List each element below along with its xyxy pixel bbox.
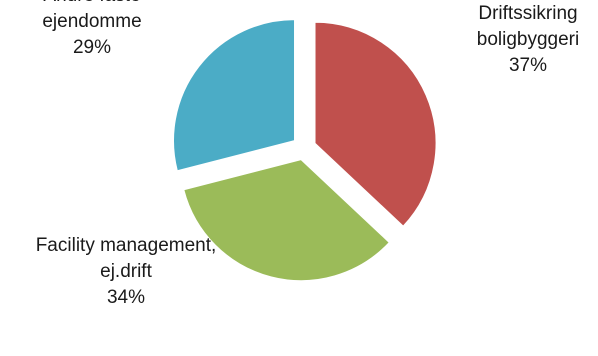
pie-slice (173, 19, 296, 172)
pie-slice-category: ejendomme (42, 11, 141, 32)
pie-slice-category: ej.drift (100, 261, 152, 282)
pie-slice (314, 21, 437, 227)
pie-slice (183, 159, 390, 282)
pie-slice-value: 34% (107, 287, 145, 308)
pie-data-labels: Driftssikring boligbyggeri 37% Facility man… (36, 0, 580, 308)
pie-slice-value: 29% (73, 37, 111, 58)
pie-slice-category: boligbyggeri (477, 29, 579, 50)
pie-slice-label: Driftssikring boligbyggeri 37% (477, 3, 579, 76)
pie-slice-label: Andre faste ejendomme 29% (42, 0, 141, 58)
pie-slice-category: Facility management, (36, 235, 217, 256)
pie-slice-category: Driftssikring (478, 3, 577, 24)
pie-slice-category: Andre faste (43, 0, 140, 6)
pie-slice-label: Facility management, ej.drift 34% (36, 235, 217, 308)
pie-slice-value: 37% (509, 55, 547, 76)
pie-slices (173, 19, 437, 282)
